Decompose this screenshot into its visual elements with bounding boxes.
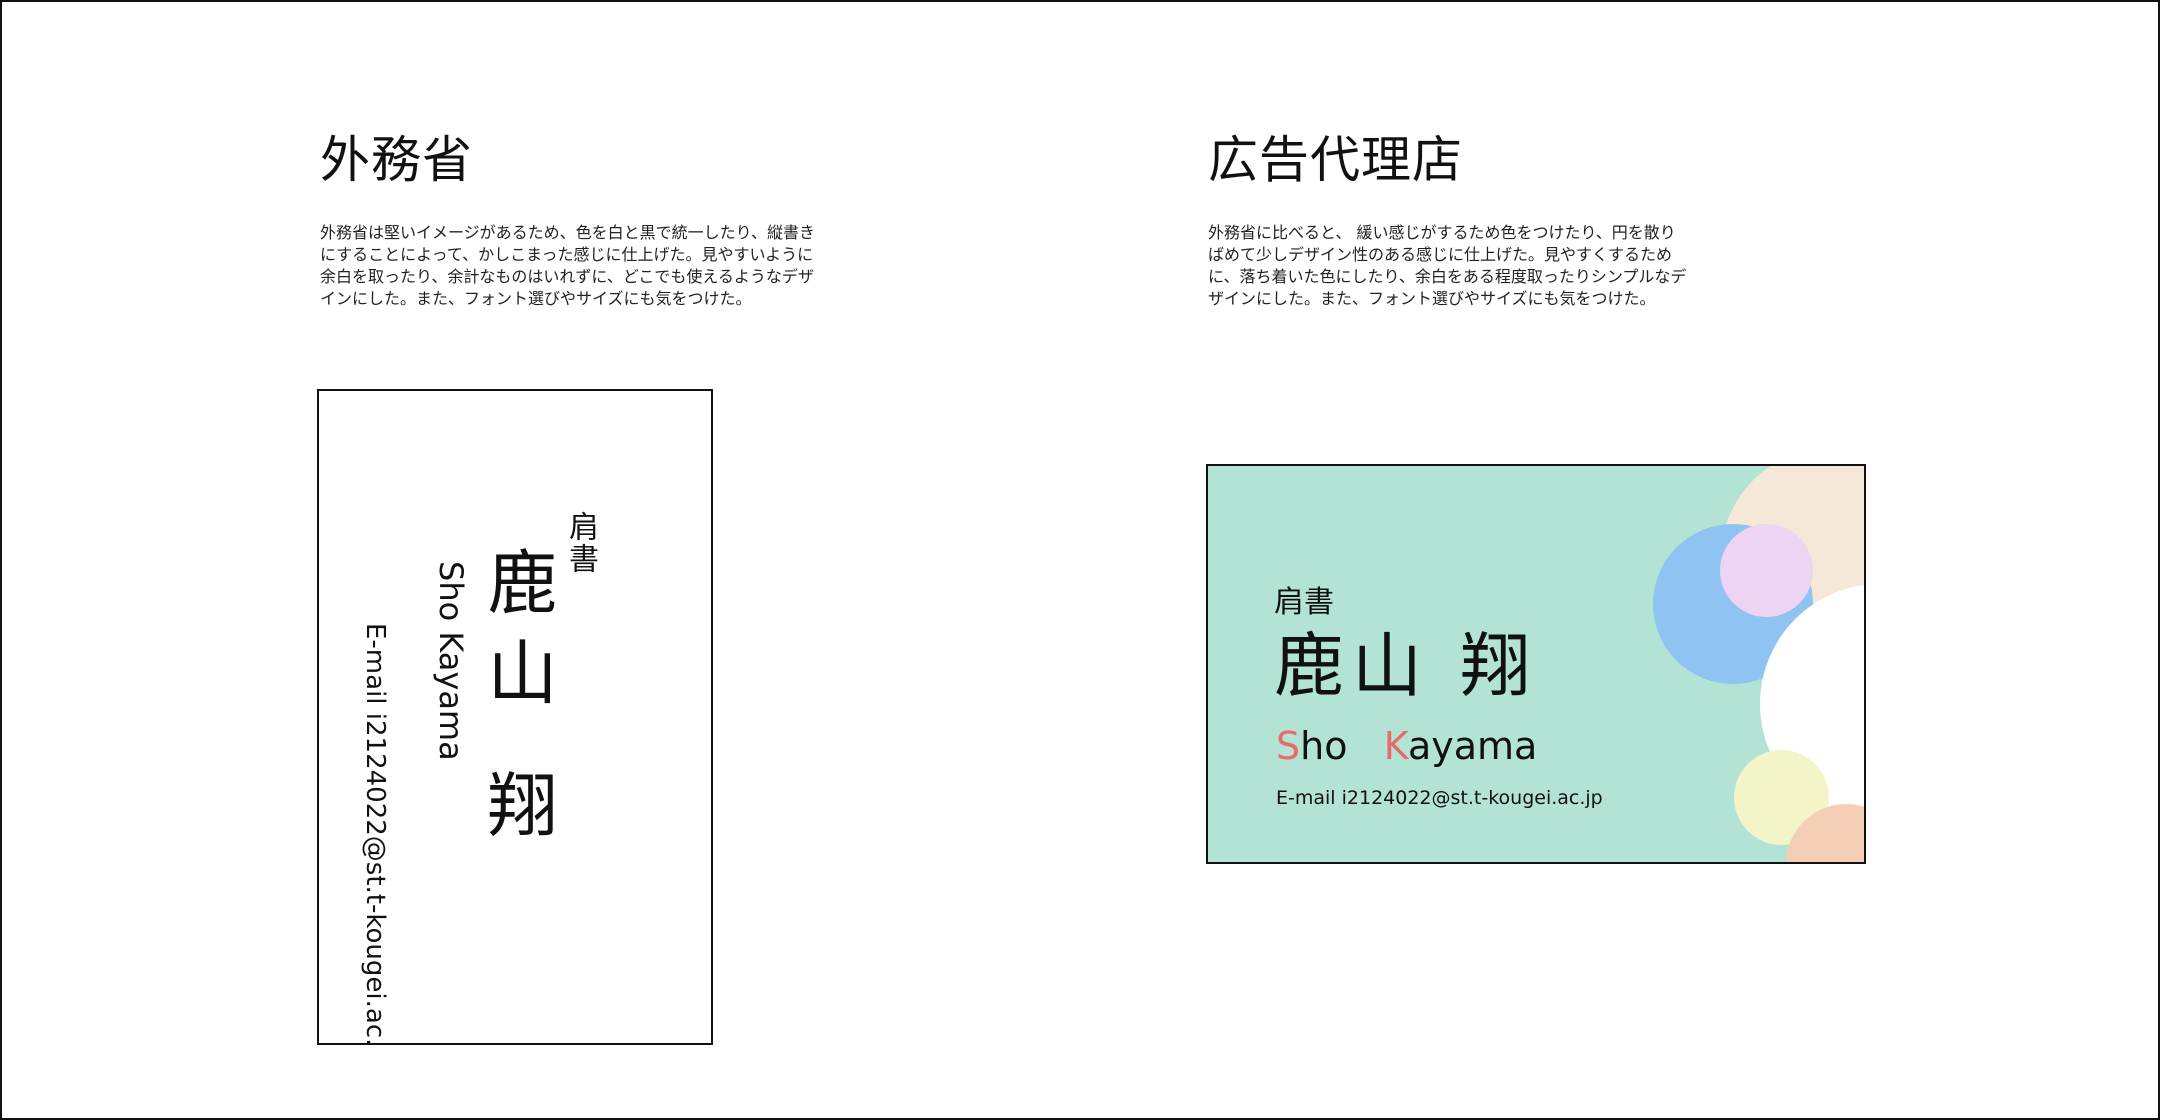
business-card-vertical: 肩書 鹿山 翔 Sho Kayama E-mail i2124022@st.t-… — [317, 389, 713, 1045]
section-description-ad-agency: 外務省に比べると、 緩い感じがするため色をつけたり、円を散り ばめて少しデザイン… — [1208, 223, 1687, 308]
card-job-title: 肩書 — [1274, 585, 1334, 620]
section-heading-foreign-ministry: 外務省 — [320, 131, 473, 189]
card-name: 鹿山 翔 — [1274, 625, 1539, 707]
card-job-title: 肩書 — [563, 511, 598, 575]
roman-first-initial: S — [1276, 724, 1301, 768]
roman-last-initial: K — [1383, 724, 1408, 768]
decorative-circle-pink — [1720, 524, 1813, 617]
card-email: E-mail i2124022@st.t-kougei.ac.jp — [360, 623, 390, 1045]
card-roman-name: Sho Kayama — [1276, 724, 1537, 768]
section-heading-ad-agency: 広告代理店 — [1208, 131, 1463, 189]
card-roman-name: Sho Kayama — [432, 561, 470, 761]
card-name: 鹿山 翔 — [476, 546, 558, 859]
section-description-foreign-ministry: 外務省は堅いイメージがあるため、色を白と黒で統一したり、縦書き にすることによっ… — [320, 223, 816, 308]
roman-first-rest: ho — [1300, 724, 1348, 768]
card-email: E-mail i2124022@st.t-kougei.ac.jp — [1276, 787, 1603, 809]
business-card-horizontal: 肩書 鹿山 翔 Sho Kayama E-mail i2124022@st.t-… — [1206, 464, 1866, 864]
roman-last-rest: ayama — [1407, 724, 1538, 768]
